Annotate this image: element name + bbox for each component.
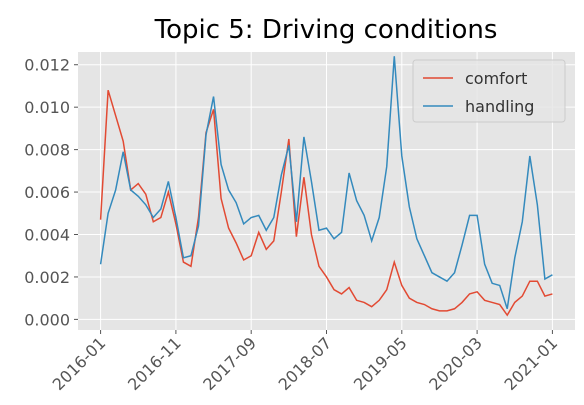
x-tick-label: 2021-01 (501, 333, 562, 394)
line-series (99, 56, 553, 310)
y-tick-label: 0.008 (24, 141, 70, 160)
x-tick-label: 2020-03 (425, 333, 486, 394)
x-tick-label: 2018-07 (275, 333, 336, 394)
y-tick-label: 0.002 (24, 268, 70, 287)
y-tick-label: 0.000 (24, 310, 70, 329)
x-tick-label: 2016-11 (124, 333, 185, 394)
chart-title: Topic 5: Driving conditions (154, 15, 498, 45)
x-tick-label: 2019-05 (350, 333, 411, 394)
line-series (99, 89, 553, 317)
legend-label: handling (465, 97, 534, 116)
y-tick-label: 0.004 (24, 226, 70, 245)
legend-label: comfort (465, 69, 527, 88)
x-tick-label: 2016-01 (49, 333, 110, 394)
y-tick-label: 0.006 (24, 183, 70, 202)
y-tick-label: 0.010 (24, 98, 70, 117)
y-tick-label: 0.012 (24, 56, 70, 75)
x-tick-label: 2017-09 (199, 333, 260, 394)
